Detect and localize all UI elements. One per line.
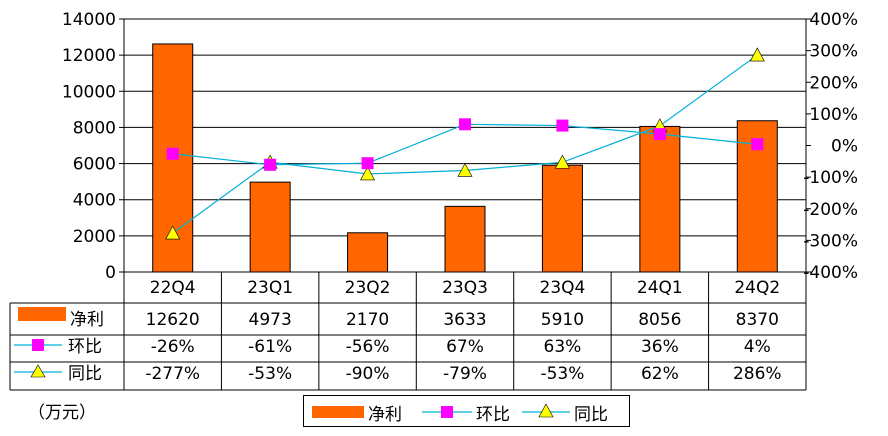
qoq-point-23Q3 (459, 118, 471, 131)
table-value-yoy: -53% (248, 364, 292, 384)
legend-label-profit: 净利 (368, 405, 402, 425)
category-label: 23Q4 (540, 278, 586, 298)
table-value-yoy: -277% (145, 364, 200, 384)
left-tick-label: 8000 (73, 118, 116, 138)
left-tick-label: 6000 (73, 155, 116, 175)
qoq-point-24Q2 (751, 138, 764, 151)
table-value-qoq: -56% (346, 337, 390, 357)
right-tick-label: 200% (809, 73, 858, 93)
qoq-point-22Q4 (166, 147, 179, 160)
legend-marker-yoy (538, 403, 554, 418)
legend: 净利 环比 同比 (303, 395, 630, 427)
bar-24Q1 (639, 125, 681, 273)
table-value-profit: 12620 (146, 310, 200, 330)
qoq-point-23Q2 (361, 157, 374, 170)
qoq-point-24Q1 (653, 128, 666, 141)
left-tick-label: 0 (105, 263, 116, 283)
yoy-point-24Q2 (749, 47, 765, 62)
left-tick-label: 4000 (73, 191, 116, 211)
bar-23Q4 (541, 164, 583, 273)
category-label: 23Q2 (345, 278, 391, 298)
right-tick-label: 0% (831, 137, 858, 157)
bar-23Q1 (249, 181, 291, 273)
yoy-point-22Q4 (165, 225, 181, 240)
bar-23Q3 (444, 205, 486, 273)
right-tick-label: -100% (803, 168, 858, 188)
table-value-profit: 5910 (541, 310, 584, 330)
category-label: 22Q4 (150, 278, 196, 298)
table-value-qoq: -61% (248, 337, 292, 357)
legend-label-yoy: 同比 (574, 405, 608, 425)
row-key-profit (18, 307, 66, 321)
row-key-yoy-marker (30, 364, 46, 378)
legend-label-qoq: 环比 (476, 405, 510, 425)
qoq-point-23Q4 (556, 119, 569, 132)
row-key-qoq-marker (32, 339, 44, 351)
right-tick-label: 100% (809, 105, 858, 125)
table-value-yoy: -53% (540, 364, 584, 384)
yoy-point-23Q3 (457, 162, 473, 177)
right-tick-label: 300% (809, 42, 858, 62)
left-tick-label: 14000 (62, 10, 116, 30)
table-value-profit: 8370 (736, 310, 779, 330)
category-label: 23Q1 (247, 278, 293, 298)
left-tick-label: 2000 (73, 227, 116, 247)
category-label: 23Q3 (442, 278, 488, 298)
category-label: 24Q1 (637, 278, 683, 298)
bar-23Q2 (347, 232, 389, 273)
yoy-point-23Q2 (360, 166, 376, 181)
table-value-yoy: 62% (641, 364, 679, 384)
yoy-point-23Q4 (554, 154, 570, 169)
table-value-yoy: -79% (443, 364, 487, 384)
table-value-profit: 4973 (249, 310, 292, 330)
legend-swatch-profit (312, 406, 364, 418)
category-label: 24Q2 (734, 278, 780, 298)
row-label-yoy: 同比 (68, 364, 102, 384)
table-value-qoq: 36% (641, 337, 679, 357)
table-value-qoq: 4% (744, 337, 771, 357)
table-value-yoy: -90% (346, 364, 390, 384)
row-label-qoq: 环比 (68, 337, 102, 357)
table-value-profit: 8056 (638, 310, 681, 330)
right-tick-label: -300% (803, 231, 858, 251)
table-value-qoq: 63% (544, 337, 582, 357)
table-value-profit: 2170 (346, 310, 389, 330)
table-value-qoq: 67% (446, 337, 484, 357)
left-tick-label: 10000 (62, 82, 116, 102)
legend-marker-qoq (441, 406, 453, 418)
table-value-qoq: -26% (151, 337, 195, 357)
qoq-point-23Q1 (264, 158, 277, 171)
table-value-profit: 3633 (443, 310, 486, 330)
right-tick-label: -400% (803, 263, 858, 283)
right-tick-label: 400% (809, 10, 858, 30)
row-label-profit: 净利 (70, 310, 104, 330)
table-value-yoy: 286% (733, 364, 782, 384)
right-tick-label: -200% (803, 200, 858, 220)
left-tick-label: 12000 (62, 46, 116, 66)
unit-label: （万元） (28, 403, 96, 423)
